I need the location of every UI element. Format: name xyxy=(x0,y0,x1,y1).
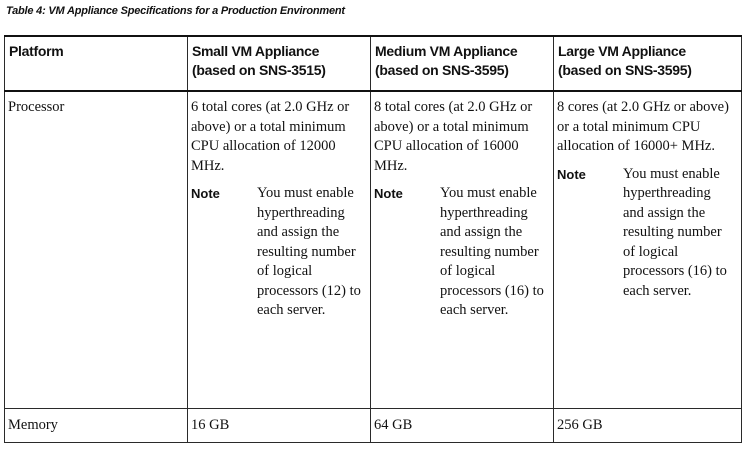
table-header-row: Platform Small VM Appliance (based on SN… xyxy=(4,35,742,92)
note-label: Note xyxy=(374,186,403,201)
header-medium-vm-title: Medium VM Appliance xyxy=(375,43,518,59)
cell-processor-large: 8 cores (at 2.0 GHz or above) or a total… xyxy=(553,90,742,409)
cell-memory-label: Memory xyxy=(4,408,188,443)
note-text: You must enable hyperthreading and assig… xyxy=(257,185,361,318)
header-medium-vm: Medium VM Appliance (based on SNS-3595) xyxy=(370,35,554,92)
note-text: You must enable hyperthreading and assig… xyxy=(440,185,544,318)
table-row-memory: Memory 16 GB 64 GB 256 GB xyxy=(4,408,742,443)
row-label-processor: Processor xyxy=(8,99,65,115)
processor-large-note: Note You must enable hyperthreading and … xyxy=(557,165,738,302)
note-text: You must enable hyperthreading and assig… xyxy=(623,165,727,299)
table-row-processor: Processor 6 total cores (at 2.0 GHz or a… xyxy=(4,90,742,409)
processor-medium-text: 8 total cores (at 2.0 GHz or above) or a… xyxy=(374,99,533,174)
cell-processor-medium: 8 total cores (at 2.0 GHz or above) or a… xyxy=(370,90,554,409)
cell-memory-small: 16 GB xyxy=(187,408,371,443)
cell-memory-medium: 64 GB xyxy=(370,408,554,443)
processor-large-text: 8 cores (at 2.0 GHz or above) or a total… xyxy=(557,99,729,154)
table-caption: Table 4: VM Appliance Specifications for… xyxy=(6,5,345,17)
header-small-vm-title: Small VM Appliance xyxy=(192,43,320,59)
memory-medium-value: 64 GB xyxy=(374,417,413,433)
header-medium-vm-basis: (based on SNS-3595) xyxy=(375,62,509,78)
vm-specifications-table: Platform Small VM Appliance (based on SN… xyxy=(4,35,742,443)
note-label: Note xyxy=(557,166,586,182)
cell-memory-large: 256 GB xyxy=(553,408,742,443)
cell-processor-label: Processor xyxy=(4,90,188,409)
header-small-vm-basis: (based on SNS-3515) xyxy=(192,62,326,78)
memory-large-value: 256 GB xyxy=(557,417,603,433)
processor-medium-note: Note You must enable hyperthreading and … xyxy=(374,184,550,321)
cell-processor-small: 6 total cores (at 2.0 GHz or above) or a… xyxy=(187,90,371,409)
header-large-vm: Large VM Appliance (based on SNS-3595) xyxy=(553,35,742,92)
processor-small-note: Note You must enable hyperthreading and … xyxy=(191,184,367,321)
header-platform-label: Platform xyxy=(9,43,64,59)
header-large-vm-title: Large VM Appliance xyxy=(558,43,686,59)
note-label: Note xyxy=(191,186,220,201)
processor-small-text: 6 total cores (at 2.0 GHz or above) or a… xyxy=(191,99,350,174)
memory-small-value: 16 GB xyxy=(191,417,230,433)
header-platform: Platform xyxy=(4,35,188,92)
row-label-memory: Memory xyxy=(8,417,58,433)
header-small-vm: Small VM Appliance (based on SNS-3515) xyxy=(187,35,371,92)
header-large-vm-basis: (based on SNS-3595) xyxy=(558,62,692,78)
